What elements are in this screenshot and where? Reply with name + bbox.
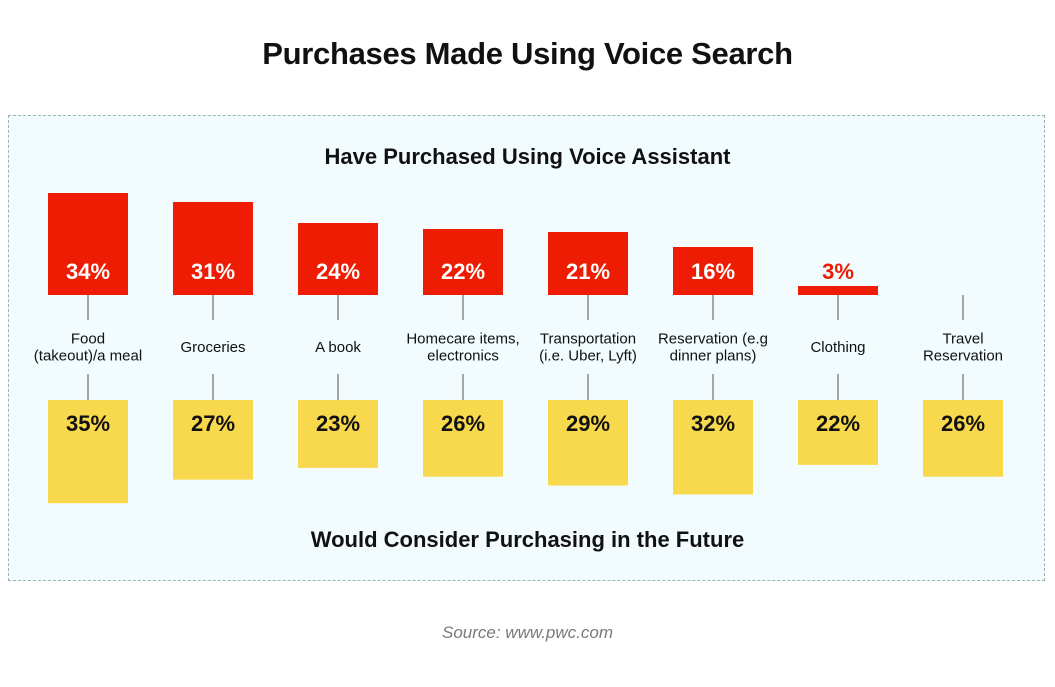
consider-value-label: 26% (441, 411, 485, 436)
purchased-bar (298, 223, 378, 295)
consider-value-label: 32% (691, 411, 735, 436)
category-label: Reservation (e.g (658, 331, 768, 348)
purchased-bar (423, 229, 503, 295)
category-label: Transportation (540, 331, 636, 348)
consider-value-label: 27% (191, 411, 235, 436)
category-label: electronics (427, 348, 499, 365)
purchased-value-label: 31% (191, 259, 235, 284)
consider-value-label: 35% (66, 411, 110, 436)
category-label: Homecare items, (406, 331, 519, 348)
bottom-series-title: Would Consider Purchasing in the Future (310, 527, 745, 552)
chart-panel (8, 115, 1045, 581)
purchased-bar (548, 232, 628, 295)
purchased-bar (173, 202, 253, 295)
consider-bar (173, 400, 253, 480)
chart-title: Purchases Made Using Voice Search (262, 36, 793, 71)
category-label: Clothing (810, 339, 865, 356)
consider-bar (423, 400, 503, 477)
category-label: (i.e. Uber, Lyft) (539, 348, 637, 365)
consider-value-label: 23% (316, 411, 360, 436)
consider-bar (798, 400, 878, 465)
consider-value-label: 26% (941, 411, 985, 436)
category-label: Travel (942, 331, 983, 348)
category-label: (takeout)/a meal (34, 348, 142, 365)
category-label: Food (71, 331, 105, 348)
purchased-value-label: 22% (441, 259, 485, 284)
category-label: A book (315, 339, 361, 356)
purchased-value-label: 24% (316, 259, 360, 284)
purchased-value-label: 34% (66, 259, 110, 284)
consider-bar (923, 400, 1003, 477)
purchased-value-label: 21% (566, 259, 610, 284)
consider-bar (548, 400, 628, 486)
purchased-bar (673, 247, 753, 295)
consider-value-label: 22% (816, 411, 860, 436)
purchased-value-label: 16% (691, 259, 735, 284)
purchased-value-label: 3% (822, 259, 854, 284)
purchased-bar (798, 286, 878, 295)
top-series-title: Have Purchased Using Voice Assistant (324, 144, 731, 169)
consider-bar (48, 400, 128, 504)
consider-bar (673, 400, 753, 495)
purchased-bar (48, 193, 128, 295)
category-label: Groceries (180, 339, 245, 356)
category-label: Reservation (923, 348, 1003, 365)
source-note: Source: www.pwc.com (442, 623, 613, 642)
consider-bar (298, 400, 378, 468)
category-label: dinner plans) (670, 348, 757, 365)
consider-value-label: 29% (566, 411, 610, 436)
